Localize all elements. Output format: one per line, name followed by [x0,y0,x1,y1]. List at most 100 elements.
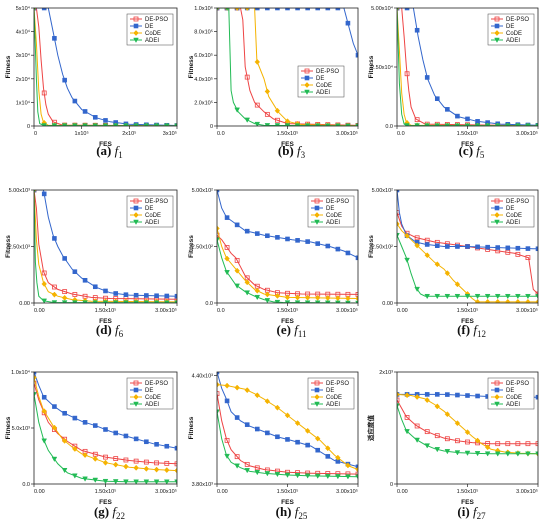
data-point-code [264,291,271,298]
data-point-code [397,391,400,398]
data-point-de-pso [34,380,37,386]
data-point-de [82,109,88,114]
y-axis-label: Fitness [5,235,12,258]
legend-label: CoDE [145,31,161,37]
y-tick-label: 5.00x10⁴ [371,5,394,12]
legend-marker-de-pso [494,16,500,22]
data-point-code [234,8,240,11]
legend-label: CoDE [145,395,161,401]
y-tick-label: 0.00 [382,301,393,307]
data-point-de [445,244,450,249]
data-point-code [234,267,240,274]
data-point-code [153,466,160,473]
data-point-de [414,27,420,33]
y-tick-label: 1.0x10⁶ [194,5,213,12]
data-point-de [244,228,250,234]
legend-label: DE-PSO [506,381,529,387]
data-point-de [355,464,358,470]
legend-label: CoDE [506,213,522,219]
series-line-de-pso [34,190,177,300]
data-point-code [404,232,410,239]
data-point-code [254,392,261,399]
legend-label: DE [506,206,514,212]
data-point-code [434,403,441,410]
data-point-adei [424,443,431,449]
legend-label: CoDE [145,213,161,219]
x-tick-label: 1.50x10⁵ [95,307,117,314]
x-axis-label: FES [99,499,112,506]
data-point-code [474,437,481,444]
data-point-adei [397,232,400,239]
legend-marker-code [133,394,139,400]
y-tick-label: 6.0x10⁵ [194,52,213,59]
data-point-adei [515,123,521,126]
data-point-adei [434,447,441,453]
data-point-code [34,374,37,381]
legend-label: ADEI [145,220,159,226]
data-point-code [414,242,420,249]
data-point-de [295,238,300,243]
data-point-adei [464,450,471,456]
data-point-code [505,298,511,303]
data-point-de [404,8,410,11]
data-point-de [82,277,88,283]
data-point-adei [494,451,501,457]
legend-marker-de [133,23,139,29]
data-point-adei [274,471,281,478]
data-point-de [234,415,240,420]
data-point-de-pso [52,284,57,290]
data-point-de [52,36,57,41]
data-point-code [224,255,230,262]
data-point-adei [163,479,170,484]
data-point-adei [345,474,351,480]
legend-marker-de [494,387,500,393]
plot-area [217,372,358,480]
data-point-de [325,454,331,459]
data-point-de [217,190,220,193]
data-point-code [51,291,58,298]
data-point-adei [133,479,139,484]
series-line-de-pso [34,383,177,465]
panel-caption: (e) f11 [277,322,307,339]
data-point-de-pso [234,454,240,460]
legend-label: CoDE [316,83,332,89]
data-point-code [61,437,68,444]
data-point-de [123,433,129,439]
legend-label: ADEI [326,402,340,408]
legend-label: DE-PSO [506,199,529,205]
data-point-code [414,393,420,400]
x-tick-label: 1.50x10⁵ [277,307,299,314]
chart-panel-h: 0.00 1.50x10⁵ 3.00x10⁵ 3.80x10³ 4.40x10³ FES F… [188,371,359,521]
series-line-code [397,393,538,455]
data-point-de [224,398,230,404]
data-point-de [133,292,139,298]
series-line-adei [397,235,538,297]
data-point-de [315,241,321,246]
data-point-adei [345,123,351,126]
legend-marker-de [314,205,320,211]
panel-caption: (b) f3 [278,143,306,160]
legend-marker-code [494,212,500,218]
data-point-adei [515,293,521,300]
data-point-de-pso [123,457,129,463]
x-tick-label: 3.00x10⁵ [336,307,358,314]
y-tick-label: 2.0x10⁵ [194,99,213,106]
x-tick-label: 1.50x10⁵ [457,130,479,137]
data-point-code [41,408,47,415]
x-tick-label: 3.00x10⁵ [336,488,358,495]
data-point-adei [304,473,311,479]
legend-marker-code [494,30,500,36]
data-point-adei [484,293,491,300]
data-point-adei [314,473,321,479]
x-tick-label: 0.00 [217,489,228,495]
data-point-code [314,294,321,301]
data-point-de [424,75,430,80]
data-point-code [174,467,177,474]
legend-label: ADEI [145,38,159,44]
data-point-code [335,454,341,461]
data-point-code [244,279,250,286]
data-point-de-pso [174,461,177,467]
